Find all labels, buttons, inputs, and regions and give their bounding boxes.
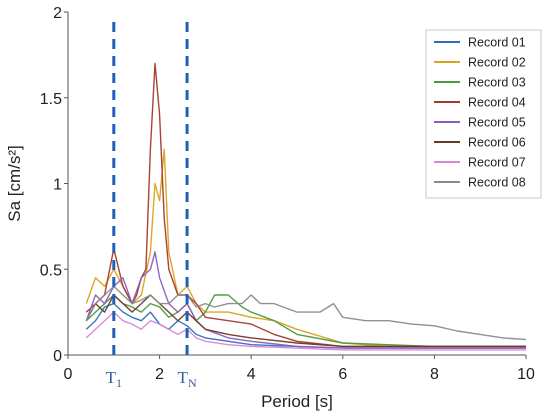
x-tick-label-4: 8	[430, 366, 439, 383]
series-line-6	[85, 294, 526, 348]
legend: Record 01 Record 02 Record 03 Record 04 Reco…	[425, 29, 542, 199]
series-line-4	[85, 62, 526, 348]
legend-label-8: Record 08	[468, 176, 526, 190]
y-axis-label: Sa [cm/s²]	[5, 145, 24, 222]
series-line-8	[85, 285, 527, 341]
y-tick-label-4: 2	[53, 5, 62, 22]
legend-label-3: Record 03	[468, 76, 526, 90]
marker-label-1: T1	[106, 368, 122, 390]
legend-label-6: Record 06	[468, 136, 526, 150]
axes: T1 TN 0 2 4 6 8 10 0 0.5 1 1.5 2 Period [s] Sa [cm/s²]	[5, 5, 535, 411]
legend-label-4: Record 04	[468, 96, 526, 110]
y-tick-label-2: 1	[53, 177, 62, 194]
legend-box	[425, 29, 542, 199]
marker-label-2: TN	[178, 368, 197, 390]
series-line-1	[85, 302, 526, 349]
x-tick-label-3: 6	[338, 366, 347, 383]
legend-label-1: Record 01	[468, 36, 526, 50]
y-tick-label-1: 0.5	[40, 262, 62, 279]
series-line-7	[85, 311, 526, 351]
x-tick-label-5: 10	[517, 366, 535, 383]
series-line-2	[85, 148, 526, 348]
legend-label-5: Record 05	[468, 116, 526, 130]
y-tick-label-3: 1.5	[40, 91, 62, 108]
x-axis-label: Period [s]	[261, 392, 333, 411]
x-tick-label-1: 2	[155, 366, 164, 383]
legend-label-2: Record 02	[468, 56, 526, 70]
series-line-5	[85, 251, 526, 349]
plot-area	[85, 22, 527, 355]
y-tick-label-0: 0	[53, 348, 62, 365]
legend-label-7: Record 07	[468, 156, 526, 170]
x-tick-label-0: 0	[64, 366, 73, 383]
x-tick-label-2: 4	[247, 366, 256, 383]
